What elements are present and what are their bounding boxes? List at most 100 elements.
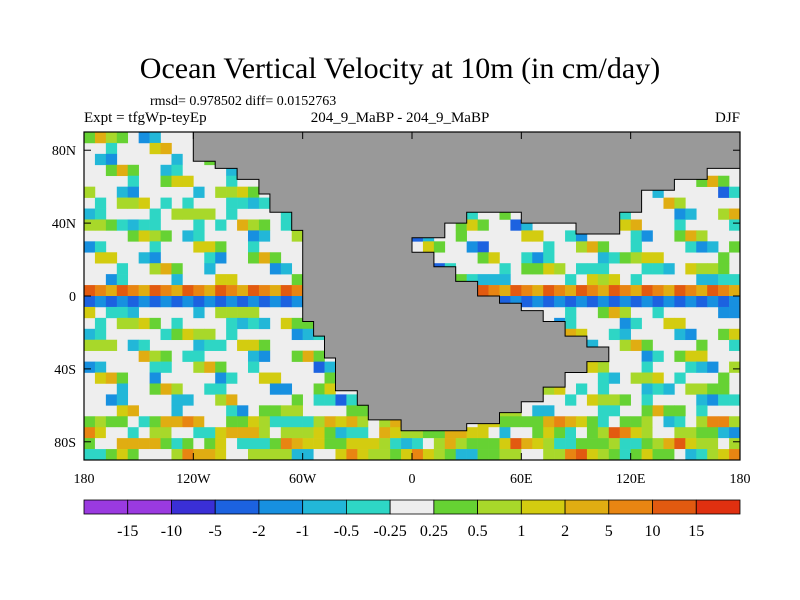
velocity-cell	[313, 361, 325, 373]
velocity-cell	[554, 427, 566, 439]
velocity-cell	[204, 328, 216, 341]
velocity-cell	[182, 197, 194, 209]
velocity-cell	[324, 361, 336, 373]
velocity-cell	[477, 241, 489, 253]
velocity-cell	[127, 317, 139, 330]
velocity-cell	[346, 449, 358, 460]
velocity-cell	[84, 285, 96, 297]
y-tick-label: 40N	[52, 217, 76, 232]
x-tick-label: 60W	[289, 472, 317, 487]
velocity-cell	[138, 339, 150, 351]
velocity-cell	[138, 438, 150, 450]
velocity-cell	[368, 438, 380, 450]
velocity-cell	[718, 274, 730, 286]
velocity-cell	[718, 285, 730, 297]
velocity-cell	[160, 285, 172, 297]
velocity-cell	[357, 405, 369, 417]
velocity-cell	[127, 175, 139, 187]
velocity-cell	[116, 427, 129, 439]
velocity-cell	[674, 219, 686, 231]
velocity-cell	[215, 416, 227, 428]
velocity-cell	[729, 361, 740, 373]
velocity-cell	[84, 427, 96, 439]
velocity-cell	[543, 241, 555, 253]
velocity-cell	[608, 438, 621, 450]
velocity-cell	[499, 208, 511, 220]
velocity-cell	[291, 296, 303, 308]
velocity-cell	[193, 350, 205, 362]
velocity-cell	[729, 208, 740, 220]
velocity-cell	[729, 241, 740, 253]
velocity-cell	[630, 274, 642, 286]
velocity-cell	[652, 405, 664, 417]
velocity-cell	[455, 230, 467, 242]
velocity-cell	[182, 427, 194, 439]
velocity-cell	[718, 186, 730, 198]
velocity-cell	[138, 350, 150, 362]
velocity-cell	[237, 186, 249, 198]
velocity-cell	[641, 427, 653, 439]
velocity-cell	[105, 142, 118, 155]
velocity-cell	[149, 438, 161, 450]
velocity-cell	[226, 405, 238, 417]
velocity-cell	[160, 142, 172, 155]
velocity-cell	[466, 219, 478, 231]
velocity-cell	[576, 438, 588, 450]
velocity-cell	[586, 339, 599, 351]
velocity-cell	[160, 449, 172, 460]
velocity-cell	[324, 372, 336, 384]
velocity-cell	[565, 438, 577, 450]
velocity-cell	[94, 285, 107, 297]
velocity-cell	[302, 328, 314, 341]
velocity-cell	[532, 285, 544, 297]
velocity-cell	[630, 230, 642, 242]
velocity-cell	[510, 219, 522, 231]
velocity-cell	[204, 361, 216, 373]
velocity-cell	[226, 306, 238, 319]
velocity-cell	[521, 263, 533, 275]
velocity-cell	[84, 219, 96, 231]
colorbar-label: 5	[605, 523, 613, 540]
velocity-cell	[663, 263, 675, 275]
velocity-cell	[608, 405, 621, 417]
velocity-cell	[663, 285, 675, 297]
velocity-cell	[619, 328, 631, 341]
velocity-cell	[248, 416, 260, 428]
velocity-cell	[280, 219, 293, 231]
velocity-cell	[346, 427, 358, 439]
velocity-cell	[324, 394, 336, 406]
velocity-cell	[193, 328, 205, 341]
velocity-cell	[280, 208, 293, 220]
velocity-cell	[204, 427, 216, 439]
velocity-cell	[543, 285, 555, 297]
velocity-cell	[685, 438, 697, 450]
velocity-cell	[652, 438, 664, 450]
velocity-cell	[576, 241, 588, 253]
velocity-cell	[674, 372, 686, 384]
velocity-cell	[302, 416, 314, 428]
velocity-cell	[149, 361, 161, 373]
colorbar-label: -10	[161, 523, 182, 540]
velocity-cell	[171, 285, 183, 297]
velocity-cell	[116, 306, 129, 319]
velocity-cell	[84, 339, 96, 351]
velocity-cell	[663, 416, 675, 428]
velocity-cell	[269, 252, 282, 264]
velocity-cell	[258, 230, 271, 242]
velocity-cell	[696, 394, 708, 406]
velocity-cell	[652, 427, 664, 439]
velocity-cell	[138, 296, 150, 308]
velocity-cell	[193, 306, 205, 319]
velocity-cell	[237, 427, 249, 439]
velocity-cell	[608, 306, 621, 319]
velocity-cell	[608, 296, 621, 308]
velocity-cell	[619, 306, 631, 319]
colorbar-label: 0.25	[420, 523, 448, 540]
velocity-cell	[324, 416, 336, 428]
velocity-cell	[532, 252, 544, 264]
velocity-cell	[663, 438, 675, 450]
velocity-cell	[619, 438, 631, 450]
velocity-cell	[412, 427, 424, 439]
velocity-cell	[652, 252, 664, 264]
velocity-cell	[608, 328, 621, 341]
